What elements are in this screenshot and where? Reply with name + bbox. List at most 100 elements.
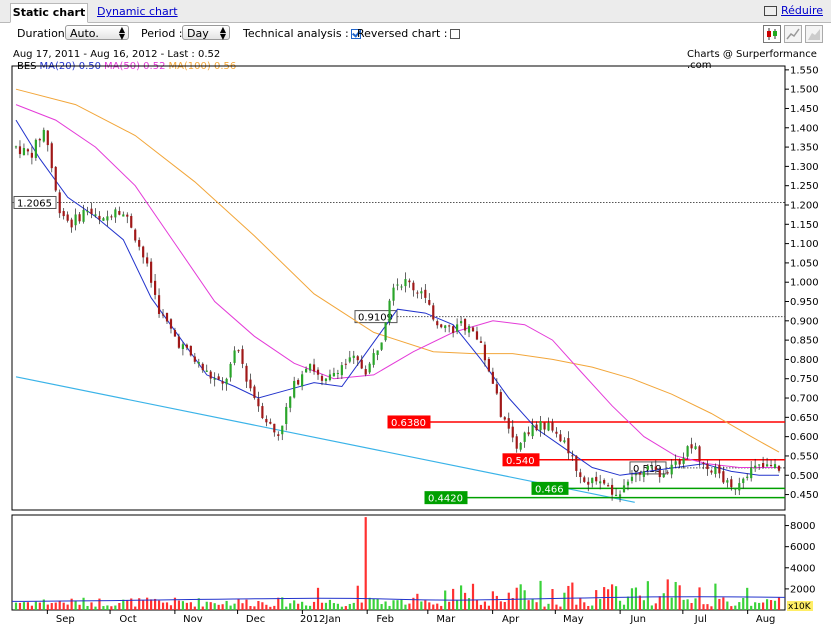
volume-bar	[563, 592, 566, 610]
candle-body	[507, 418, 510, 429]
duration-select[interactable]: Auto. ▲ ▼	[65, 25, 129, 41]
volume-bar	[475, 599, 479, 610]
volume-bar	[400, 599, 403, 610]
candle-body	[22, 148, 26, 156]
volume-bar	[634, 587, 638, 610]
reduce-label: Réduire	[781, 4, 823, 17]
volume-bar	[257, 600, 260, 610]
candle-body	[463, 318, 467, 331]
candle-body	[499, 392, 502, 417]
volume-bar	[213, 603, 216, 610]
candle-body	[336, 372, 339, 374]
tab-static-chart[interactable]: Static chart	[10, 3, 88, 23]
volume-bar	[102, 606, 105, 610]
volume-bar	[408, 603, 411, 610]
volume-bar	[285, 606, 288, 610]
volume-bar	[249, 606, 252, 610]
candle-body	[400, 286, 403, 288]
candle-body	[249, 379, 252, 389]
volume-bar	[177, 600, 181, 610]
volume-bar	[599, 599, 602, 610]
volume-bar	[90, 602, 93, 610]
level-label-box	[502, 453, 540, 467]
volume-bar	[396, 600, 399, 610]
reversed-chart-checkbox[interactable]	[449, 29, 460, 39]
candle-body	[205, 370, 208, 372]
volume-bar	[507, 592, 510, 610]
volume-bar	[185, 602, 188, 610]
candle-body	[686, 446, 689, 457]
candle-body	[110, 216, 113, 218]
candle-body	[126, 214, 129, 217]
minimize-icon	[764, 6, 778, 16]
volume-bar	[161, 602, 165, 610]
volume-bar	[153, 598, 157, 610]
candle-body	[738, 483, 741, 491]
volume-bar	[22, 602, 26, 610]
volume-bar	[424, 600, 427, 610]
volume-bar	[66, 604, 69, 610]
tab-bar: Static chart Dynamic chart Réduire	[0, 0, 831, 23]
candle-body	[583, 477, 586, 482]
candle-body	[328, 374, 332, 380]
level-label: 0.9109	[358, 313, 393, 324]
candle-body	[285, 406, 288, 425]
volume-bar	[380, 604, 383, 610]
candle-body	[94, 214, 97, 216]
volume-bar	[34, 601, 37, 610]
candle-body	[312, 364, 316, 372]
candle-body	[603, 480, 606, 484]
line-chart-icon[interactable]	[784, 25, 802, 43]
volume-bar	[416, 593, 419, 610]
candle-body	[678, 460, 681, 465]
volume-bar	[670, 597, 673, 610]
level-label: 0.466	[535, 484, 564, 495]
reduce-link[interactable]: Réduire	[764, 3, 823, 19]
candle-body	[420, 291, 423, 294]
candle-body	[150, 261, 153, 283]
candle-body	[575, 455, 578, 471]
candle-body	[646, 465, 649, 470]
duration-label: Duration :	[17, 27, 72, 40]
candle-body	[618, 494, 622, 497]
volume-bar	[575, 604, 578, 610]
volume-bar	[245, 599, 248, 610]
volume-bar	[440, 605, 443, 610]
ma100-line	[15, 88, 780, 453]
volume-bar	[678, 585, 681, 610]
mountain-chart-icon[interactable]	[805, 25, 823, 43]
volume-bar	[181, 601, 184, 610]
candle-body	[424, 289, 427, 298]
candle-body	[730, 479, 733, 488]
candle-body	[305, 368, 308, 373]
tab-dynamic-chart[interactable]: Dynamic chart	[97, 5, 178, 18]
candle-body	[54, 166, 57, 191]
volume-bar	[483, 601, 487, 610]
candle-body	[527, 432, 530, 435]
candlestick-icon[interactable]	[763, 25, 781, 43]
candle-body	[392, 287, 395, 301]
level-label: 0.540	[506, 456, 535, 467]
candle-body	[368, 363, 371, 373]
volume-bar	[392, 600, 395, 610]
x-tick-label: May	[563, 614, 584, 625]
volume-bar	[384, 601, 387, 610]
candle-body	[515, 436, 518, 449]
volume-bar	[146, 597, 149, 610]
candle-body	[777, 465, 781, 471]
volume-bar	[618, 600, 622, 610]
volume-bar	[642, 600, 645, 610]
volume-bar	[630, 588, 634, 610]
volume-bar	[638, 595, 642, 610]
candle-body	[471, 327, 475, 332]
candle-body	[551, 422, 554, 431]
volume-bar	[765, 599, 769, 610]
volume-bar	[658, 596, 661, 610]
technical-analysis-checkbox[interactable]	[350, 29, 361, 39]
candle-body	[416, 292, 419, 294]
candle-body	[479, 341, 483, 343]
period-select[interactable]: Day ▲ ▼	[182, 25, 230, 41]
volume-bar	[289, 603, 292, 610]
candle-body	[301, 374, 304, 387]
x-tick-label: 2012Jan	[300, 614, 341, 625]
